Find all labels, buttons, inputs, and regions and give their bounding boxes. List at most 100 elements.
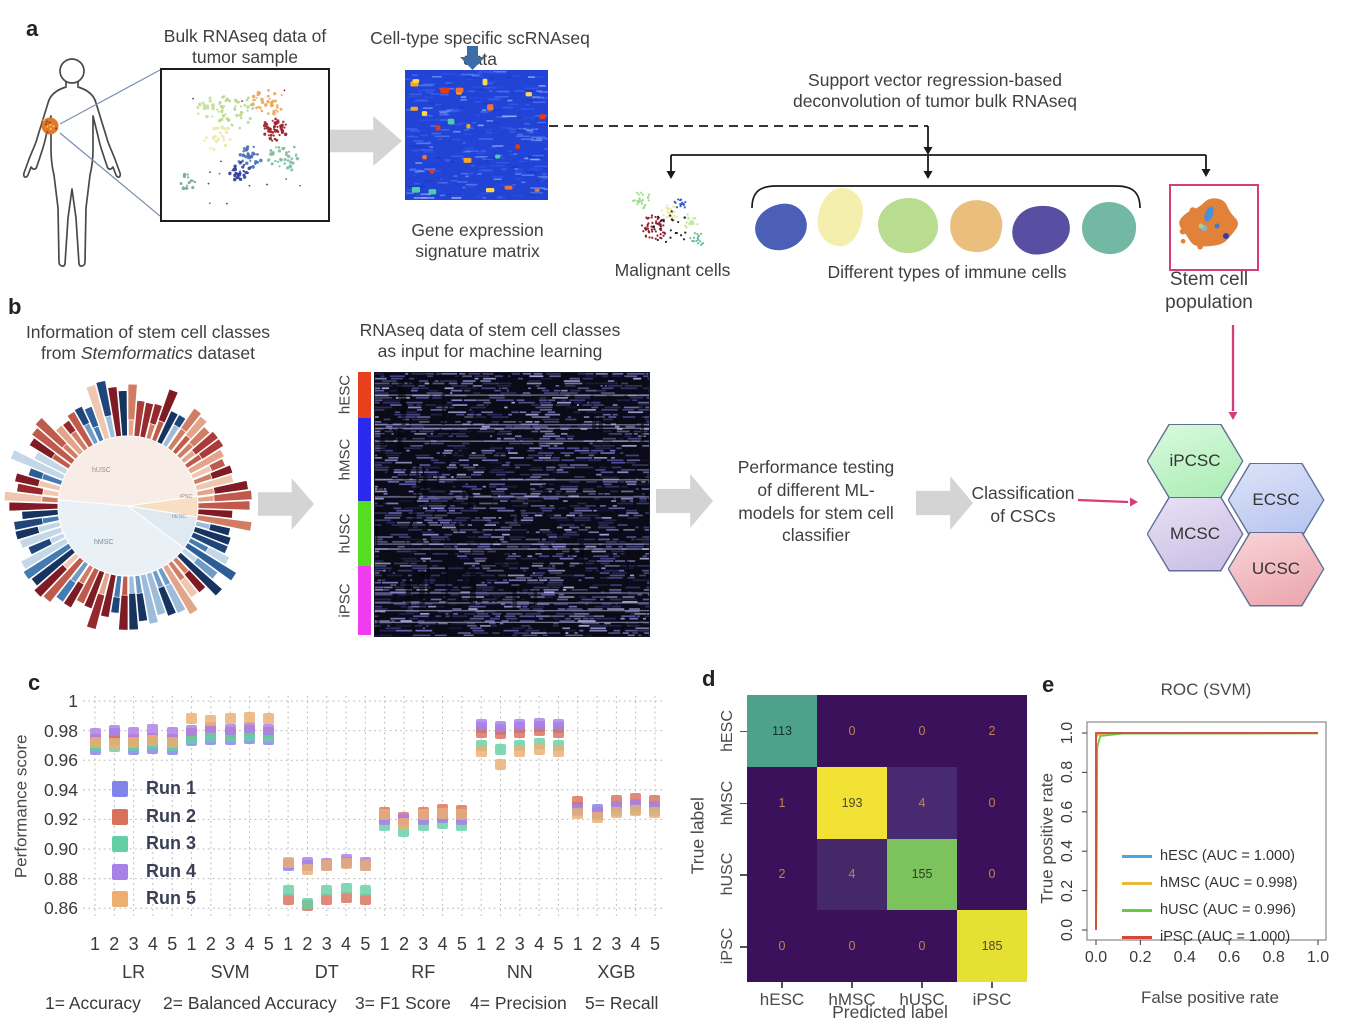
flow-arrow-icon xyxy=(330,116,402,166)
group-label-NN: NN xyxy=(506,962,533,982)
scatter-point xyxy=(572,807,584,819)
roc-y-tick-label: 0.6 xyxy=(1059,800,1076,823)
cm-row-tick xyxy=(740,802,747,805)
scatter-point xyxy=(282,893,294,905)
scatter-point xyxy=(147,735,159,747)
confusion-cell: 185 xyxy=(957,910,1027,982)
arrowhead-icon xyxy=(666,171,676,179)
scatter-point xyxy=(475,726,487,738)
scatter-point xyxy=(186,732,198,744)
sunburst-center-label: hUSC xyxy=(92,467,111,474)
scatter-point xyxy=(437,818,449,830)
cm-row-label: hMSC xyxy=(719,780,736,825)
flow-arrow-icon xyxy=(656,474,713,528)
scatter-point xyxy=(166,726,178,738)
scatter-point xyxy=(205,714,217,726)
roc-x-tick-label: 0.0 xyxy=(1084,949,1108,966)
hexagon-ipcsc: iPCSC xyxy=(1148,425,1242,497)
x-tick-label: 1 xyxy=(186,934,197,954)
head-outline xyxy=(59,58,85,84)
tumor-texture xyxy=(44,123,48,126)
scatter-point xyxy=(552,745,564,757)
immune-cell-blob xyxy=(945,195,1007,257)
scatter-point xyxy=(495,759,506,771)
cm-col-tick xyxy=(781,982,783,988)
class-bar-hUSC xyxy=(358,501,371,566)
x-tick-label: 5 xyxy=(649,934,660,954)
roc-legend-line xyxy=(1122,909,1152,912)
scatter-point xyxy=(649,794,661,806)
classification-cscs-text: Classification of CSCs xyxy=(971,483,1075,526)
roc-y-tick-label: 0.0 xyxy=(1059,918,1076,942)
tumor-texture xyxy=(42,119,45,122)
roc-y-tick-label: 0.4 xyxy=(1059,840,1076,863)
x-tick-label: 1 xyxy=(476,934,487,954)
stem-cell-population-label: Stem cell population xyxy=(1165,269,1253,314)
scatter-point xyxy=(205,731,217,743)
roc-legend-line xyxy=(1122,936,1152,939)
group-label-SVM: SVM xyxy=(210,962,250,982)
confusion-cell: 4 xyxy=(817,838,887,911)
scatter-point xyxy=(475,719,487,731)
roc-x-tick-label: 1.0 xyxy=(1306,949,1330,966)
scatter-point xyxy=(359,859,371,871)
stem-cell-sunburst-chart: hUSC hMSC iPSC hESC xyxy=(3,380,253,631)
panel-label-a: a xyxy=(26,16,39,41)
scatter-point xyxy=(475,739,487,751)
panel-label-b: b xyxy=(8,294,22,319)
tumor-texture xyxy=(48,121,51,124)
scatter-point xyxy=(552,726,564,738)
scatter-point xyxy=(495,720,506,732)
tumor-texture xyxy=(49,123,52,126)
stemformatics-title: Information of stem cell classes from St… xyxy=(25,322,271,364)
legend-swatch xyxy=(112,781,128,797)
x-tick-label: 5 xyxy=(456,934,467,954)
scatter-point xyxy=(243,729,255,741)
x-tick-label: 5 xyxy=(360,934,371,954)
cm-xlabel: Predicted label xyxy=(832,1002,948,1022)
scatter-point xyxy=(398,818,410,830)
stem-dot xyxy=(1223,233,1229,239)
confusion-cell: 2 xyxy=(957,695,1027,767)
x-tick-label: 3 xyxy=(225,934,236,954)
x-tick-label: 3 xyxy=(611,934,622,954)
caption-item: 5= Recall xyxy=(585,993,659,1013)
scatter-point xyxy=(417,819,429,831)
scatter-point xyxy=(533,717,545,729)
roc-ylabel: True positive rate xyxy=(1037,773,1057,904)
scatter-point xyxy=(591,806,603,818)
cm-ylabel: True label xyxy=(687,797,708,875)
cm-row-tick xyxy=(740,874,747,876)
group-label-DT: DT xyxy=(314,962,339,982)
legend-swatch xyxy=(112,891,128,907)
x-tick-label: 4 xyxy=(147,934,158,954)
hexagon-mcsc-label: MCSC xyxy=(1169,524,1221,543)
scatter-point xyxy=(224,731,236,743)
scatter-point xyxy=(340,892,352,904)
scatter-point xyxy=(301,856,313,868)
confusion-cell: 193 xyxy=(817,766,887,839)
roc-x-tick-label: 0.4 xyxy=(1173,949,1196,966)
arrowhead-icon xyxy=(1201,169,1211,177)
confusion-cell: 0 xyxy=(957,838,1027,911)
confusion-cell: 113 xyxy=(747,695,817,767)
legend-swatch xyxy=(112,863,128,880)
class-label-hMSC: hMSC xyxy=(336,438,354,480)
sunburst-center-label: iPSC xyxy=(180,494,193,500)
roc-x-tick-label: 0.6 xyxy=(1218,949,1241,966)
ml-performance-text: Performance testing of different ML- mode… xyxy=(737,457,895,546)
hexagon-ucsc: UCSC xyxy=(1229,533,1323,605)
arrowhead-icon xyxy=(923,171,933,179)
y-tick-label: 0.94 xyxy=(43,779,78,800)
scatter-point xyxy=(649,806,661,818)
legend-swatch xyxy=(112,836,128,852)
immune-cell-blob xyxy=(1008,202,1074,258)
x-tick-label: 5 xyxy=(263,934,274,954)
scatter-point xyxy=(610,806,622,818)
x-tick-label: 4 xyxy=(534,934,545,954)
class-label-hESC: hESC xyxy=(336,374,354,415)
scatter-point xyxy=(495,728,506,740)
stem-dot xyxy=(1214,223,1220,229)
tumor-sample-scatter-box xyxy=(160,68,330,222)
roc-legend-label: hUSC (AUC = 0.996) xyxy=(1160,902,1296,918)
